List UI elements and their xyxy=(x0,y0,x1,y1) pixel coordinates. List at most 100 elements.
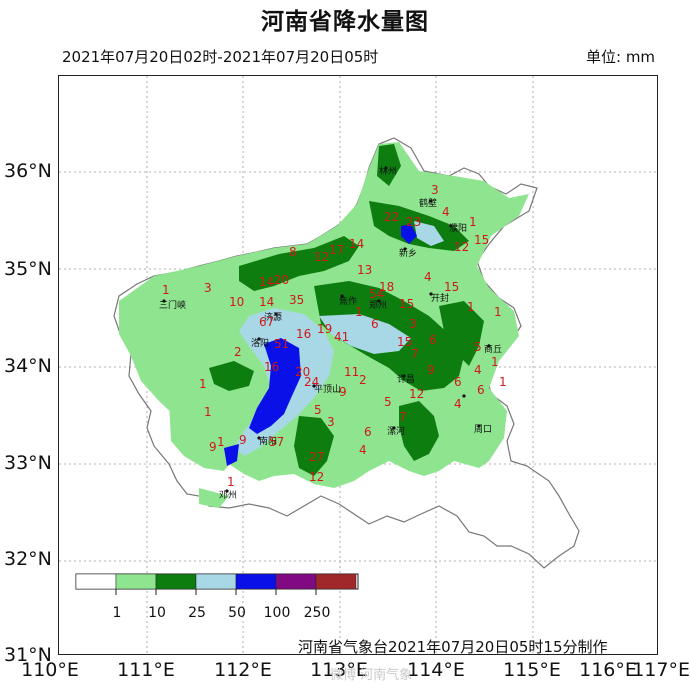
svg-text:12: 12 xyxy=(314,250,329,264)
svg-text:焦作: 焦作 xyxy=(339,295,357,307)
svg-text:14: 14 xyxy=(259,295,274,309)
legend-swatches xyxy=(75,573,357,590)
legend-threshold-100: 100 xyxy=(263,605,291,621)
svg-text:9: 9 xyxy=(209,440,217,454)
lon-label-113: 113°E xyxy=(310,659,368,681)
svg-text:3: 3 xyxy=(431,183,439,197)
lon-label-110: 110°E xyxy=(21,659,79,681)
svg-text:19: 19 xyxy=(317,322,332,336)
unit-label: 单位: mm xyxy=(586,48,656,66)
svg-text:6: 6 xyxy=(364,425,372,439)
legend-threshold-25: 25 xyxy=(188,605,206,621)
rain-50-100 xyxy=(224,224,417,466)
legend-threshold-10: 10 xyxy=(148,605,166,621)
svg-text:1: 1 xyxy=(227,475,235,489)
svg-text:商丘: 商丘 xyxy=(484,343,502,355)
city-markers xyxy=(162,166,491,493)
svg-text:15: 15 xyxy=(444,280,459,294)
svg-text:67: 67 xyxy=(259,315,274,329)
lat-label-31: 31°N xyxy=(4,644,52,666)
svg-text:1: 1 xyxy=(494,305,502,319)
svg-text:54: 54 xyxy=(369,287,384,301)
legend-swatch xyxy=(195,573,237,590)
svg-text:3: 3 xyxy=(409,317,417,331)
lon-label-112: 112°E xyxy=(214,659,272,681)
svg-text:27: 27 xyxy=(309,450,324,464)
svg-text:南阳: 南阳 xyxy=(259,435,277,447)
svg-text:15: 15 xyxy=(474,233,489,247)
svg-text:4: 4 xyxy=(359,443,367,457)
svg-text:14: 14 xyxy=(349,237,364,251)
svg-text:24: 24 xyxy=(304,375,319,389)
svg-text:济源: 济源 xyxy=(264,311,282,323)
svg-text:18: 18 xyxy=(379,280,394,294)
lon-label-117: 117°E xyxy=(632,659,690,681)
graticule xyxy=(59,76,656,653)
lat-label-33: 33°N xyxy=(4,452,52,474)
legend-swatch xyxy=(275,573,317,590)
legend-ticks xyxy=(115,589,317,595)
svg-text:鹤壁: 鹤壁 xyxy=(419,197,437,209)
svg-text:23: 23 xyxy=(406,215,421,229)
lat-label-36: 36°N xyxy=(4,160,52,182)
lat-label-35: 35°N xyxy=(4,258,52,280)
legend-swatch xyxy=(315,573,357,590)
svg-text:5: 5 xyxy=(314,403,322,417)
svg-text:7: 7 xyxy=(399,410,407,424)
svg-text:7: 7 xyxy=(411,347,419,361)
svg-text:3: 3 xyxy=(327,415,335,429)
svg-text:6: 6 xyxy=(371,317,379,331)
svg-text:1: 1 xyxy=(499,375,507,389)
svg-text:林州: 林州 xyxy=(379,165,397,177)
svg-text:1: 1 xyxy=(491,355,499,369)
svg-text:8: 8 xyxy=(289,245,297,259)
svg-text:平顶山: 平顶山 xyxy=(314,384,341,395)
legend-swatch xyxy=(75,573,117,590)
svg-text:6: 6 xyxy=(454,375,462,389)
svg-text:22: 22 xyxy=(384,210,399,224)
svg-text:洛阳: 洛阳 xyxy=(251,337,269,349)
svg-text:13: 13 xyxy=(357,263,372,277)
svg-text:9: 9 xyxy=(239,433,247,447)
legend-threshold-50: 50 xyxy=(228,605,246,621)
svg-text:1: 1 xyxy=(467,300,475,314)
svg-text:15: 15 xyxy=(399,297,414,311)
svg-text:12: 12 xyxy=(454,240,469,254)
svg-text:3: 3 xyxy=(204,281,212,295)
svg-text:1: 1 xyxy=(355,305,363,319)
legend-swatch xyxy=(115,573,157,590)
time-period: 2021年07月20日02时-2021年07月20日05时 xyxy=(62,48,379,66)
svg-text:11: 11 xyxy=(344,365,359,379)
legend-threshold-1: 1 xyxy=(112,605,122,621)
watermark: 微博 河南气象 xyxy=(330,668,413,683)
lon-label-114: 114°E xyxy=(407,659,465,681)
svg-text:2: 2 xyxy=(359,373,367,387)
svg-text:郑州: 郑州 xyxy=(369,299,387,311)
svg-text:16: 16 xyxy=(264,360,279,374)
svg-text:开封: 开封 xyxy=(431,292,449,304)
svg-text:周口: 周口 xyxy=(474,424,492,435)
map-title: 河南省降水量图 xyxy=(261,9,429,35)
lat-label-32: 32°N xyxy=(4,548,52,570)
svg-text:57: 57 xyxy=(269,435,284,449)
svg-text:4: 4 xyxy=(424,270,432,284)
svg-text:漯河: 漯河 xyxy=(387,425,405,437)
svg-text:15: 15 xyxy=(397,335,412,349)
svg-text:6: 6 xyxy=(477,383,485,397)
legend xyxy=(75,573,359,595)
svg-text:1: 1 xyxy=(217,435,225,449)
svg-text:12: 12 xyxy=(409,387,424,401)
svg-text:9: 9 xyxy=(427,363,435,377)
legend-threshold-250: 250 xyxy=(303,605,331,621)
svg-text:5: 5 xyxy=(384,395,392,409)
svg-text:新乡: 新乡 xyxy=(399,247,417,259)
lon-label-116: 116°E xyxy=(579,659,637,681)
svg-text:5: 5 xyxy=(474,340,482,354)
svg-text:41: 41 xyxy=(334,330,349,344)
svg-text:17: 17 xyxy=(329,243,344,257)
svg-text:16: 16 xyxy=(296,327,311,341)
legend-swatch xyxy=(235,573,277,590)
footer-credit: 河南省气象台2021年07月20日05时15分制作 xyxy=(298,638,608,656)
